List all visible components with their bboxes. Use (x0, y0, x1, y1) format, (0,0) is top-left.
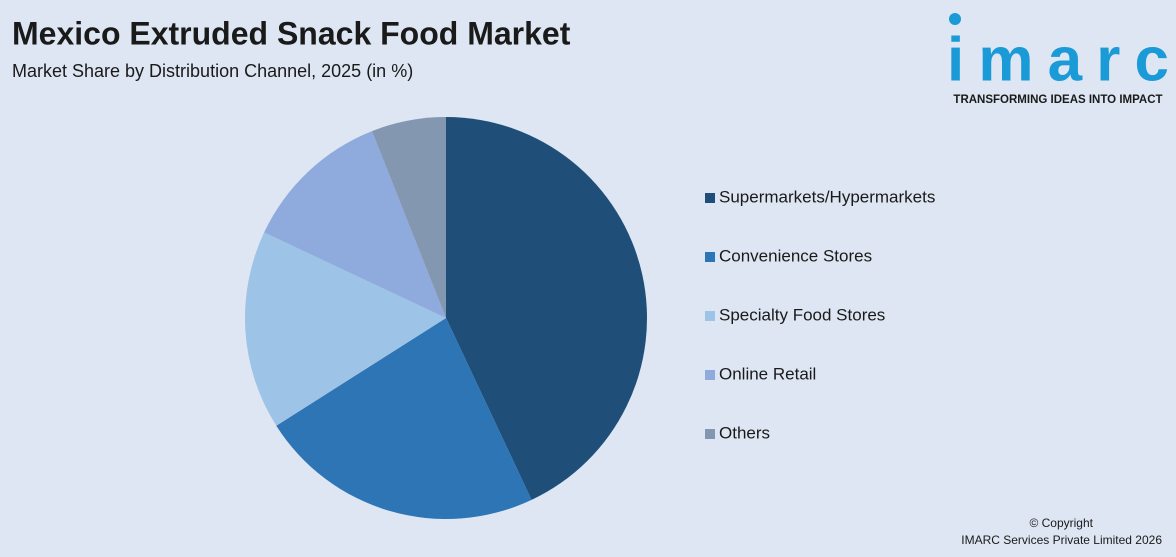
legend-swatch (705, 193, 715, 203)
legend-label: Others (719, 423, 770, 442)
logo: imarc (947, 25, 1169, 94)
legend-swatch (705, 370, 715, 380)
legend-swatch (705, 429, 715, 439)
pie-slice (264, 131, 446, 318)
tagline: TRANSFORMING IDEAS INTO IMPACT (953, 94, 1162, 106)
pie-slice (446, 117, 648, 500)
logo-dot (949, 13, 961, 25)
pie-slice (372, 117, 446, 318)
chart-subtitle: Market Share by Distribution Channel, 20… (12, 61, 413, 81)
legend-swatch (705, 311, 715, 321)
company: IMARC Services Private Limited 2026 (961, 533, 1162, 547)
legend-label: Specialty Food Stores (719, 305, 885, 324)
legend-label: Supermarkets/Hypermarkets (719, 187, 935, 206)
legend-label: Convenience Stores (719, 246, 872, 265)
legend-label: Online Retail (719, 364, 816, 383)
legend-swatch (705, 252, 715, 262)
chart-title: Mexico Extruded Snack Food Market (12, 15, 571, 51)
pie-slice (245, 232, 446, 426)
pie-slice (276, 318, 532, 519)
copyright: © Copyright (1029, 516, 1093, 530)
